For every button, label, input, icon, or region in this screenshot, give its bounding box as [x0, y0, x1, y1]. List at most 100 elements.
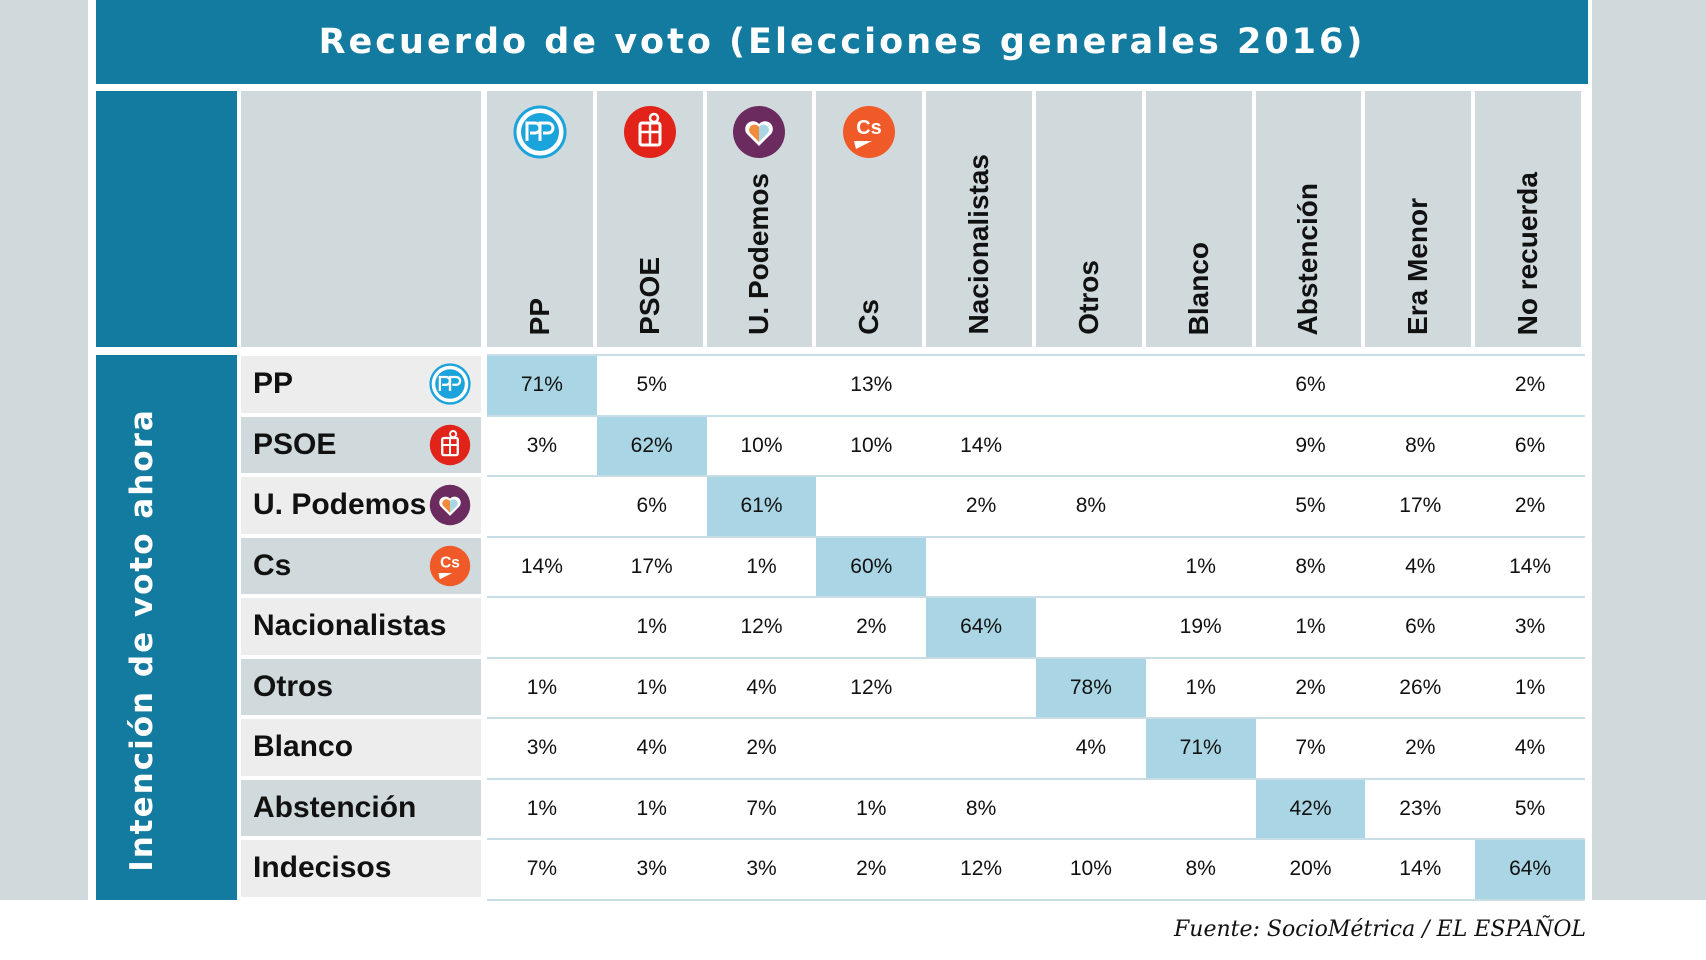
row-label: Abstención [253, 790, 417, 824]
row-divider [487, 717, 1585, 719]
table-cell: 1% [1514, 675, 1546, 699]
row-axis-label: Intención de voto ahora [124, 408, 160, 872]
table-cell: 14% [1509, 554, 1552, 578]
table-cell: 5% [1514, 796, 1546, 820]
table-cell: 5% [1295, 494, 1326, 518]
table-cell: 7% [526, 857, 558, 881]
table-cell: 17% [630, 554, 673, 578]
table-cell: 10% [850, 433, 893, 457]
column-label: No recuerda [1512, 171, 1544, 335]
table-cell: 14% [520, 554, 563, 578]
row-axis-block [96, 355, 237, 900]
table-cell: 8% [1075, 494, 1107, 518]
row-header-pp: PP [241, 356, 481, 413]
highlighted-cell: 61% [706, 477, 817, 536]
table-cell: 3% [526, 736, 558, 760]
psoe-logo-icon [623, 105, 677, 159]
table-cell: 4% [1075, 736, 1107, 760]
row-header-cs: Cs [241, 537, 481, 594]
table-cell: 3% [746, 857, 777, 881]
row-divider [487, 354, 1585, 356]
table-cell: 1% [526, 796, 558, 820]
table-cell: 6% [1295, 373, 1326, 397]
column-label: Otros [1072, 260, 1104, 335]
table-cell: 13% [850, 373, 893, 397]
row-divider [487, 535, 1585, 538]
right-side-panel [1592, 0, 1706, 900]
highlighted-cell: 78% [1036, 658, 1146, 717]
column-label: PSOE [633, 257, 665, 335]
psoe-logo-icon [429, 424, 471, 466]
column-header-otros: Otros [1036, 91, 1142, 347]
table-cell: 12% [740, 615, 783, 639]
row-header-otros: Otros [241, 658, 481, 715]
column-label: Era Menor [1402, 198, 1434, 335]
table-cell: 3% [636, 857, 667, 881]
table-cell: 4% [1514, 736, 1546, 760]
table-cell: 2% [1514, 494, 1546, 518]
row-divider [487, 414, 1585, 417]
table-cell: 1% [636, 615, 667, 639]
table-cell: 6% [1405, 615, 1436, 639]
row-header-nacionalistas: Nacionalistas [241, 598, 481, 655]
header-corner-block [96, 91, 237, 347]
table-cell: 8% [965, 796, 997, 820]
row-divider [487, 777, 1585, 780]
row-header-u-podemos: U. Podemos [241, 477, 481, 534]
table-cell: 7% [746, 796, 777, 820]
table-cell: 2% [746, 736, 777, 760]
table-cell: 4% [636, 736, 667, 760]
row-divider [487, 596, 1585, 598]
table-cell: 1% [1185, 554, 1216, 578]
left-side-panel [0, 0, 88, 900]
column-header-u-podemos: U. Podemos [706, 91, 813, 347]
row-divider [487, 898, 1585, 901]
row-header-corner [241, 91, 481, 347]
table-cell: 20% [1289, 857, 1332, 881]
highlighted-cell: 64% [926, 598, 1036, 657]
podemos-heart-icon [429, 484, 471, 526]
chart-title: Recuerdo de voto (Elecciones generales 2… [96, 0, 1588, 84]
table-cell: 2% [856, 615, 887, 639]
column-label: PP [523, 297, 555, 335]
row-header-indecisos: Indecisos [241, 840, 481, 897]
table-cell: 1% [636, 675, 667, 699]
table-cell: 6% [1514, 433, 1546, 457]
table-cell: 14% [1399, 857, 1442, 881]
highlighted-cell: 60% [816, 537, 927, 596]
table-cell: 4% [1405, 554, 1436, 578]
table-cell: 6% [636, 494, 667, 518]
table-cell: 1% [746, 554, 777, 578]
column-header-no-recuerda: No recuerda [1475, 91, 1581, 347]
table-cell: 2% [856, 857, 887, 881]
highlighted-cell: 71% [487, 356, 597, 415]
row-label: U. Podemos [253, 488, 427, 522]
row-label: Otros [253, 669, 334, 703]
column-label: U. Podemos [743, 173, 775, 335]
column-header-pp: PP [487, 91, 593, 347]
column-header-blanco: Blanco [1145, 91, 1252, 347]
row-header-abstencion: Abstención [241, 779, 481, 836]
table-cell: 2% [1295, 675, 1326, 699]
cs-logo-icon [429, 545, 471, 587]
table-cell: 17% [1399, 494, 1442, 518]
row-header-psoe: PSOE [241, 416, 481, 473]
column-label: Nacionalistas [963, 154, 995, 335]
row-label: Blanco [253, 730, 354, 764]
table-cell: 8% [1185, 857, 1216, 881]
row-divider [487, 656, 1585, 659]
highlighted-cell: 71% [1145, 719, 1256, 778]
column-header-psoe: PSOE [596, 91, 703, 347]
table-cell: 8% [1405, 433, 1436, 457]
table-cell: 26% [1399, 675, 1442, 699]
column-label: Blanco [1182, 241, 1214, 335]
column-header-era-menor: Era Menor [1365, 91, 1472, 347]
row-label: PSOE [253, 427, 337, 461]
column-header-abstencion: Abstención [1255, 91, 1362, 347]
table-cell: 1% [856, 796, 887, 820]
highlighted-cell: 64% [1475, 840, 1585, 899]
pp-logo-icon [513, 105, 567, 159]
table-cell: 1% [1185, 675, 1216, 699]
table-cell: 14% [960, 433, 1003, 457]
row-divider [487, 838, 1585, 840]
